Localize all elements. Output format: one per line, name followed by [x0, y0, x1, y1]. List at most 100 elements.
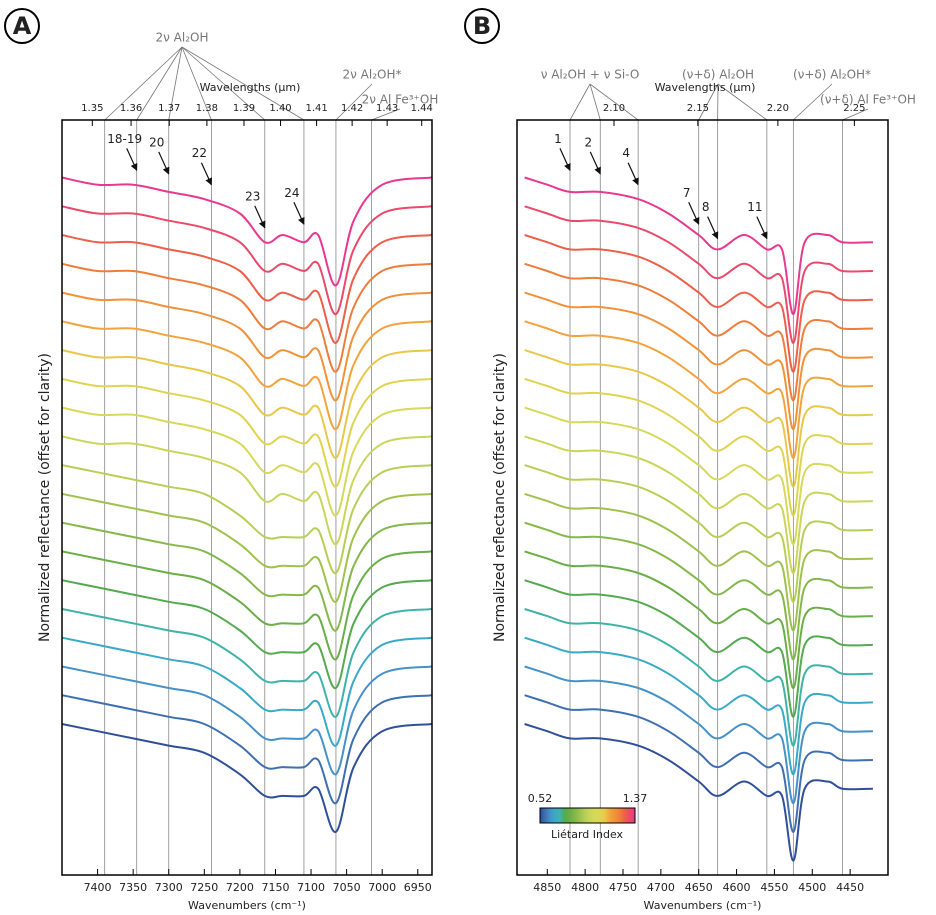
- spectrum: [61, 435, 433, 546]
- spectrum: [61, 694, 433, 805]
- x2-tick-label: 1.43: [376, 103, 398, 114]
- spectrum: [524, 579, 873, 718]
- x2-tick-label: 1.42: [341, 103, 363, 114]
- band-connector: [569, 83, 591, 121]
- band-connector: [589, 83, 639, 121]
- x-tick-label: 4650: [685, 881, 713, 894]
- band-connector: [589, 83, 601, 121]
- x-axis-label: Wavenumbers (cm⁻¹): [644, 899, 762, 912]
- colorbar-label: Liétard Index: [551, 828, 624, 841]
- spectrum: [524, 694, 873, 833]
- x-tick-label: 7000: [368, 881, 396, 894]
- annotation-label: 11: [747, 200, 762, 214]
- spectrum: [524, 636, 873, 776]
- spectrum: [524, 176, 873, 316]
- annotation-label: 2: [584, 135, 592, 149]
- spectrum: [61, 521, 433, 632]
- spectrum: [524, 320, 873, 460]
- spectrum: [61, 205, 433, 316]
- spectrum: [61, 608, 433, 718]
- band-connector: [136, 46, 183, 121]
- annotation-arrow: [158, 151, 170, 175]
- band-connector: [181, 46, 212, 121]
- band-connector: [168, 46, 183, 121]
- band-connector: [698, 83, 719, 121]
- x2-axis-label: Wavelengths (µm): [655, 81, 756, 94]
- x-tick-label: 4800: [571, 881, 599, 894]
- annotation-label: 24: [284, 186, 299, 200]
- band-label: (ν+δ) Al₂OH: [682, 68, 754, 82]
- spectrum: [524, 521, 873, 661]
- panel-badge: [4, 8, 40, 44]
- spectrum: [61, 492, 433, 603]
- spectrum: [61, 665, 433, 776]
- annotation-label: 22: [192, 146, 207, 160]
- x2-tick-label: 2.10: [603, 103, 625, 114]
- x2-tick-label: 1.35: [81, 103, 103, 114]
- band-connector: [181, 46, 305, 121]
- band-connector: [842, 108, 869, 121]
- x-tick-label: 4500: [798, 881, 826, 894]
- x2-tick-label: 1.38: [196, 103, 218, 114]
- spectrum: [524, 608, 873, 747]
- plot-frame: [516, 119, 889, 876]
- x-tick-label: 4550: [760, 881, 788, 894]
- spectrum: [61, 579, 433, 690]
- spectrum: [61, 550, 433, 661]
- x-tick-label: 7250: [190, 881, 218, 894]
- spectrum: [524, 205, 873, 344]
- band-connector: [717, 83, 768, 121]
- plot-frame: [61, 119, 433, 876]
- x2-tick-label: 2.15: [687, 103, 709, 114]
- x2-tick-label: 2.25: [843, 103, 865, 114]
- panel-label: A: [13, 12, 32, 40]
- spectrum: [61, 262, 433, 373]
- spectrum: [61, 234, 433, 344]
- band-connector: [335, 83, 373, 121]
- x-tick-label: 7350: [119, 881, 147, 894]
- x-tick-label: 7150: [261, 881, 289, 894]
- annotation-arrow: [126, 148, 138, 171]
- band-connector: [104, 46, 183, 121]
- spectrum: [524, 665, 873, 805]
- spectrum: [61, 349, 433, 460]
- band-connector: [793, 83, 833, 121]
- spectrum: [524, 435, 873, 575]
- annotation-arrow: [756, 216, 768, 240]
- spectrum: [524, 492, 873, 632]
- annotation-label: 23: [245, 189, 260, 203]
- annotation-arrow: [254, 205, 266, 229]
- spectrum: [524, 723, 873, 862]
- annotation-arrow: [589, 151, 601, 175]
- band-label: 2ν Al Fe³⁺OH: [362, 93, 439, 107]
- band-label: (ν+δ) Al Fe³⁺OH: [820, 93, 916, 107]
- x-tick-label: 4700: [647, 881, 675, 894]
- spectrum: [524, 377, 873, 517]
- x-tick-label: 7200: [226, 881, 254, 894]
- panel-label: B: [473, 12, 491, 40]
- x-tick-label: 7300: [155, 881, 183, 894]
- spectrum: [61, 406, 433, 517]
- colorbar-min: 0.52: [528, 792, 553, 805]
- x2-tick-label: 1.36: [120, 103, 142, 114]
- annotation-label: 1: [554, 132, 562, 146]
- band-label: 2ν Al₂OH: [156, 31, 209, 45]
- annotation-arrow: [200, 162, 213, 186]
- panel-badge: [464, 8, 500, 44]
- spectrum: [524, 262, 873, 402]
- y-axis-label: Normalized reflectance (offset for clari…: [37, 353, 53, 642]
- annotation-label: 18-19: [107, 132, 142, 146]
- annotation-arrow: [559, 148, 571, 171]
- spectrum: [524, 464, 873, 603]
- x-axis-label: Wavenumbers (cm⁻¹): [188, 899, 306, 912]
- x2-tick-label: 2.20: [767, 103, 789, 114]
- x-tick-label: 7400: [84, 881, 112, 894]
- x2-tick-label: 1.41: [305, 103, 327, 114]
- annotation-label: 4: [622, 146, 630, 160]
- annotation-arrow: [707, 216, 719, 240]
- spectrum: [524, 349, 873, 488]
- x2-tick-label: 1.37: [158, 103, 180, 114]
- spectrum: [61, 291, 433, 402]
- annotation-label: 20: [149, 135, 164, 149]
